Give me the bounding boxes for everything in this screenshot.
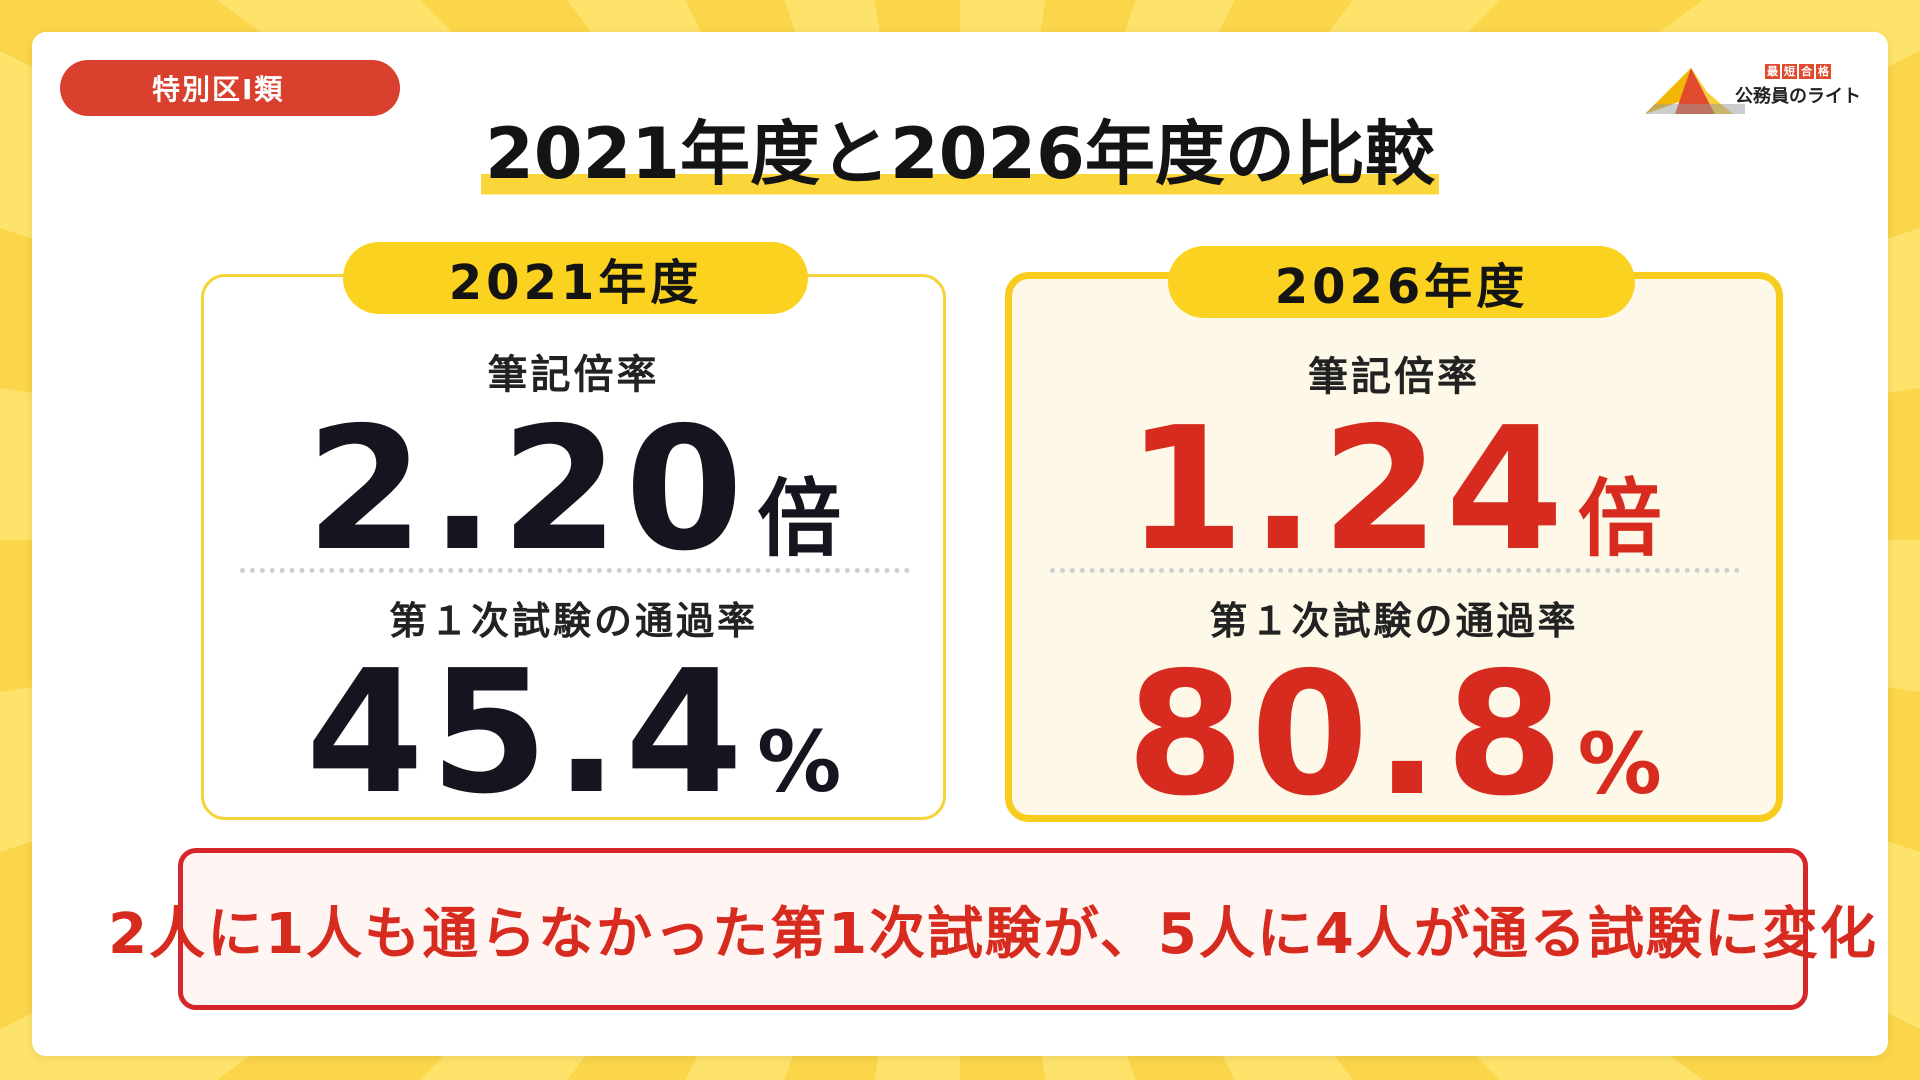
pass-label-2026: 第１次試験の通過率 xyxy=(1209,599,1579,643)
ratio-unit-2026: 倍 xyxy=(1577,470,1662,568)
pass-unit-2021: % xyxy=(757,713,842,811)
logo-badge: 短 xyxy=(1782,64,1797,79)
ratio-value-2026: 1.24倍 xyxy=(1005,405,1783,575)
logo-badges: 最 短 合 格 xyxy=(1765,64,1831,79)
logo-badge: 合 xyxy=(1799,64,1814,79)
ratio-number-2026: 1.24 xyxy=(1126,391,1570,589)
panel-2026 xyxy=(1005,272,1783,822)
logo-badge: 格 xyxy=(1816,64,1831,79)
ratio-value-2021: 2.20倍 xyxy=(201,405,946,575)
year-pill-2026: 2026年度 xyxy=(1168,246,1635,318)
pass-label-2021: 第１次試験の通過率 xyxy=(388,599,758,643)
pass-value-2026: 80.8% xyxy=(1005,650,1783,820)
pass-number-2021: 45.4 xyxy=(305,634,750,832)
ratio-label-2026: 筆記倍率 xyxy=(1308,354,1480,400)
year-pill-2021: 2021年度 xyxy=(343,242,808,314)
summary-box: 2人に1人も通らなかった第1次試験が、5人に4人が通る試験に変化 xyxy=(108,848,1876,1010)
title-wrap: 2021年度と2026年度の比較 xyxy=(0,108,1920,200)
pass-unit-2026: % xyxy=(1577,715,1662,813)
ratio-label-2021: 筆記倍率 xyxy=(487,352,660,398)
category-tag: 特別区Ⅰ類 xyxy=(60,60,400,116)
brand-logo: 最 短 合 格 公務員のライト xyxy=(1645,60,1861,120)
ratio-number-2021: 2.20 xyxy=(305,391,750,589)
logo-text: 公務員のライト xyxy=(1735,86,1861,107)
divider-2026 xyxy=(1050,568,1740,573)
page-title: 2021年度と2026年度の比較 xyxy=(481,108,1439,200)
logo-badge: 最 xyxy=(1765,64,1780,79)
ratio-unit-2021: 倍 xyxy=(757,470,842,568)
pass-number-2026: 80.8 xyxy=(1126,636,1570,834)
divider-2021 xyxy=(240,568,910,573)
logo-mountain-icon xyxy=(1645,68,1745,114)
pass-value-2021: 45.4% xyxy=(201,648,946,818)
